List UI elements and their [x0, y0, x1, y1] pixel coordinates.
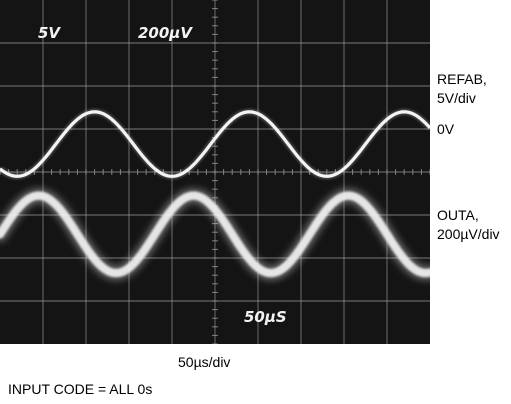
- series-1-line: [0, 191, 430, 278]
- refab-label-line-2: 5V/div: [437, 90, 476, 106]
- trace-layer: [0, 108, 430, 281]
- ch1-scale-readout: 5V: [38, 24, 61, 42]
- refab-label-line-1: REFAB,: [437, 71, 487, 87]
- outa-label-line-1: OUTA,: [437, 207, 479, 223]
- outa-label-line-2: 200µV/div: [437, 226, 500, 242]
- outa-label: OUTA, 200µV/div: [437, 206, 500, 244]
- input-code-footnote: INPUT CODE = ALL 0s: [8, 381, 153, 397]
- refab-label: REFAB, 5V/div: [437, 70, 487, 108]
- series-1-trace: [0, 188, 430, 281]
- oscilloscope-screen: 5V 200µV 50µS: [0, 0, 430, 344]
- timebase-readout: 50µS: [244, 308, 287, 326]
- x-axis-label: 50µs/div: [178, 354, 231, 370]
- ch2-scale-readout: 200µV: [138, 24, 193, 42]
- zero-volt-label: 0V: [437, 121, 455, 137]
- series-0-line: [0, 110, 430, 178]
- series-0-trace: [0, 108, 430, 180]
